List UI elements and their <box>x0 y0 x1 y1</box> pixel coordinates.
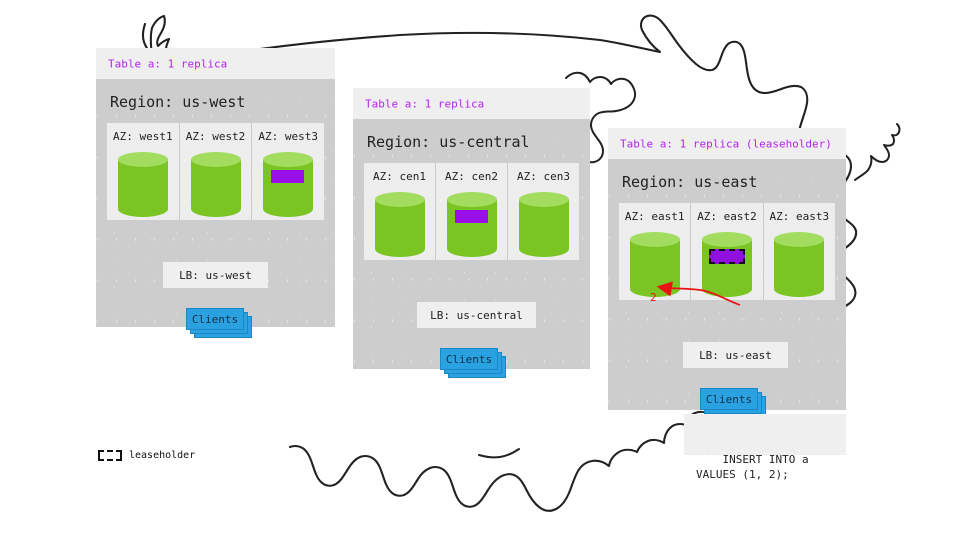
cylinder-body <box>190 159 241 217</box>
region-panel-us-central[interactable]: Table a: 1 replica Region: us-central AZ… <box>353 88 590 378</box>
region-panel-us-east[interactable]: Table a: 1 replica (leaseholder) Region:… <box>608 128 846 418</box>
node-cylinder-cen3[interactable] <box>518 192 569 259</box>
az-cell-west2[interactable]: AZ: west2 <box>180 123 253 220</box>
arrow-step-label: 2 <box>650 291 657 304</box>
dashed-rect-icon <box>98 450 122 461</box>
cylinder-top <box>701 232 752 247</box>
panel-body-us-central: Region: us-central AZ: cen1 AZ: cen2 <box>353 119 590 378</box>
node-cylinder-east2[interactable] <box>701 232 752 299</box>
region-panel-us-west[interactable]: Table a: 1 replica Region: us-west AZ: w… <box>96 48 335 338</box>
legend: leaseholder <box>98 450 195 461</box>
panel-body-us-west: Region: us-west AZ: west1 AZ: west2 <box>96 79 335 338</box>
region-title: Region: us-west <box>110 93 246 111</box>
az-cell-east1[interactable]: AZ: east1 <box>619 203 692 300</box>
az-cell-cen3[interactable]: AZ: cen3 <box>508 163 579 260</box>
replica-range-marker <box>271 170 305 183</box>
node-cylinder-west2[interactable] <box>190 152 241 219</box>
table-replica-title: Table a: 1 replica <box>108 57 228 70</box>
clients-card-front[interactable]: Clients <box>186 308 244 330</box>
az-label: AZ: east1 <box>624 210 685 223</box>
az-label: AZ: cen3 <box>517 170 570 183</box>
cylinder-body <box>263 159 314 217</box>
table-replica-title: Table a: 1 replica <box>365 97 485 110</box>
az-cell-west1[interactable]: AZ: west1 <box>107 123 180 220</box>
cylinder-body <box>374 199 425 257</box>
az-container-us-east: AZ: east1 AZ: east2 AZ: east3 <box>619 203 835 300</box>
leaseholder-range-marker <box>708 249 745 264</box>
panel-header-us-central: Table a: 1 replica <box>353 88 590 119</box>
region-title: Region: us-east <box>622 173 758 191</box>
clients-card-front[interactable]: Clients <box>700 388 758 410</box>
cylinder-top <box>374 192 425 207</box>
az-cell-east3[interactable]: AZ: east3 <box>764 203 835 300</box>
load-balancer-box-us-central[interactable]: LB: us-central <box>417 302 536 328</box>
az-label: AZ: west2 <box>185 130 246 143</box>
cylinder-body <box>117 159 168 217</box>
az-cell-cen2[interactable]: AZ: cen2 <box>436 163 508 260</box>
clients-stack-us-west[interactable]: Clients <box>186 308 254 338</box>
az-cell-east2[interactable]: AZ: east2 <box>691 203 764 300</box>
cylinder-top <box>263 152 314 167</box>
az-label: AZ: west1 <box>113 130 173 143</box>
cylinder-body <box>518 199 569 257</box>
node-cylinder-cen2[interactable] <box>446 192 497 259</box>
east-coast-path <box>854 123 901 181</box>
az-container-us-west: AZ: west1 AZ: west2 AZ: west3 <box>107 123 324 220</box>
cylinder-top <box>518 192 569 207</box>
az-label: AZ: cen2 <box>445 170 498 183</box>
node-cylinder-cen1[interactable] <box>374 192 425 259</box>
replica-range-marker <box>454 210 488 223</box>
table-replica-title: Table a: 1 replica (leaseholder) <box>620 137 832 150</box>
cylinder-top <box>629 232 680 247</box>
az-container-us-central: AZ: cen1 AZ: cen2 AZ: cen3 <box>364 163 579 260</box>
cylinder-body <box>629 239 680 297</box>
az-label: AZ: west3 <box>258 130 318 143</box>
legend-label: leaseholder <box>129 450 196 461</box>
node-cylinder-west3[interactable] <box>263 152 314 219</box>
cylinder-body <box>701 239 752 297</box>
lb-label: LB: us-central <box>430 308 523 322</box>
node-cylinder-west1[interactable] <box>117 152 168 219</box>
cylinder-top <box>117 152 168 167</box>
texture-overlay <box>684 414 846 455</box>
clients-stack-us-central[interactable]: Clients <box>440 348 508 378</box>
load-balancer-box-us-west[interactable]: LB: us-west <box>163 262 268 288</box>
az-cell-cen1[interactable]: AZ: cen1 <box>364 163 436 260</box>
cylinder-top <box>774 232 825 247</box>
clients-label: Clients <box>445 352 493 366</box>
clients-label: Clients <box>705 392 753 406</box>
sql-text: INSERT INTO a VALUES (1, 2); <box>696 453 809 481</box>
cylinder-top <box>190 152 241 167</box>
az-label: AZ: cen1 <box>373 170 426 183</box>
panel-header-us-east: Table a: 1 replica (leaseholder) <box>608 128 846 159</box>
lb-label: LB: us-east <box>699 348 772 362</box>
cylinder-top <box>446 192 497 207</box>
cylinder-body <box>774 239 825 297</box>
panel-header-us-west: Table a: 1 replica <box>96 48 335 79</box>
load-balancer-box-us-east[interactable]: LB: us-east <box>683 342 788 368</box>
clients-card-front[interactable]: Clients <box>440 348 498 370</box>
lb-label: LB: us-west <box>179 268 252 282</box>
az-label: AZ: east3 <box>769 210 830 223</box>
panel-body-us-east: Region: us-east AZ: east1 AZ: east2 <box>608 159 846 418</box>
region-title: Region: us-central <box>367 133 530 151</box>
cylinder-body <box>446 199 497 257</box>
az-cell-west3[interactable]: AZ: west3 <box>252 123 324 220</box>
node-cylinder-east1[interactable] <box>629 232 680 299</box>
sql-statement-box: INSERT INTO a VALUES (1, 2); <box>684 414 846 481</box>
clients-stack-us-east[interactable]: Clients <box>700 388 768 418</box>
clients-label: Clients <box>191 312 239 326</box>
gulf-coast-path <box>478 448 520 459</box>
az-label: AZ: east2 <box>697 210 757 223</box>
node-cylinder-east3[interactable] <box>774 232 825 299</box>
